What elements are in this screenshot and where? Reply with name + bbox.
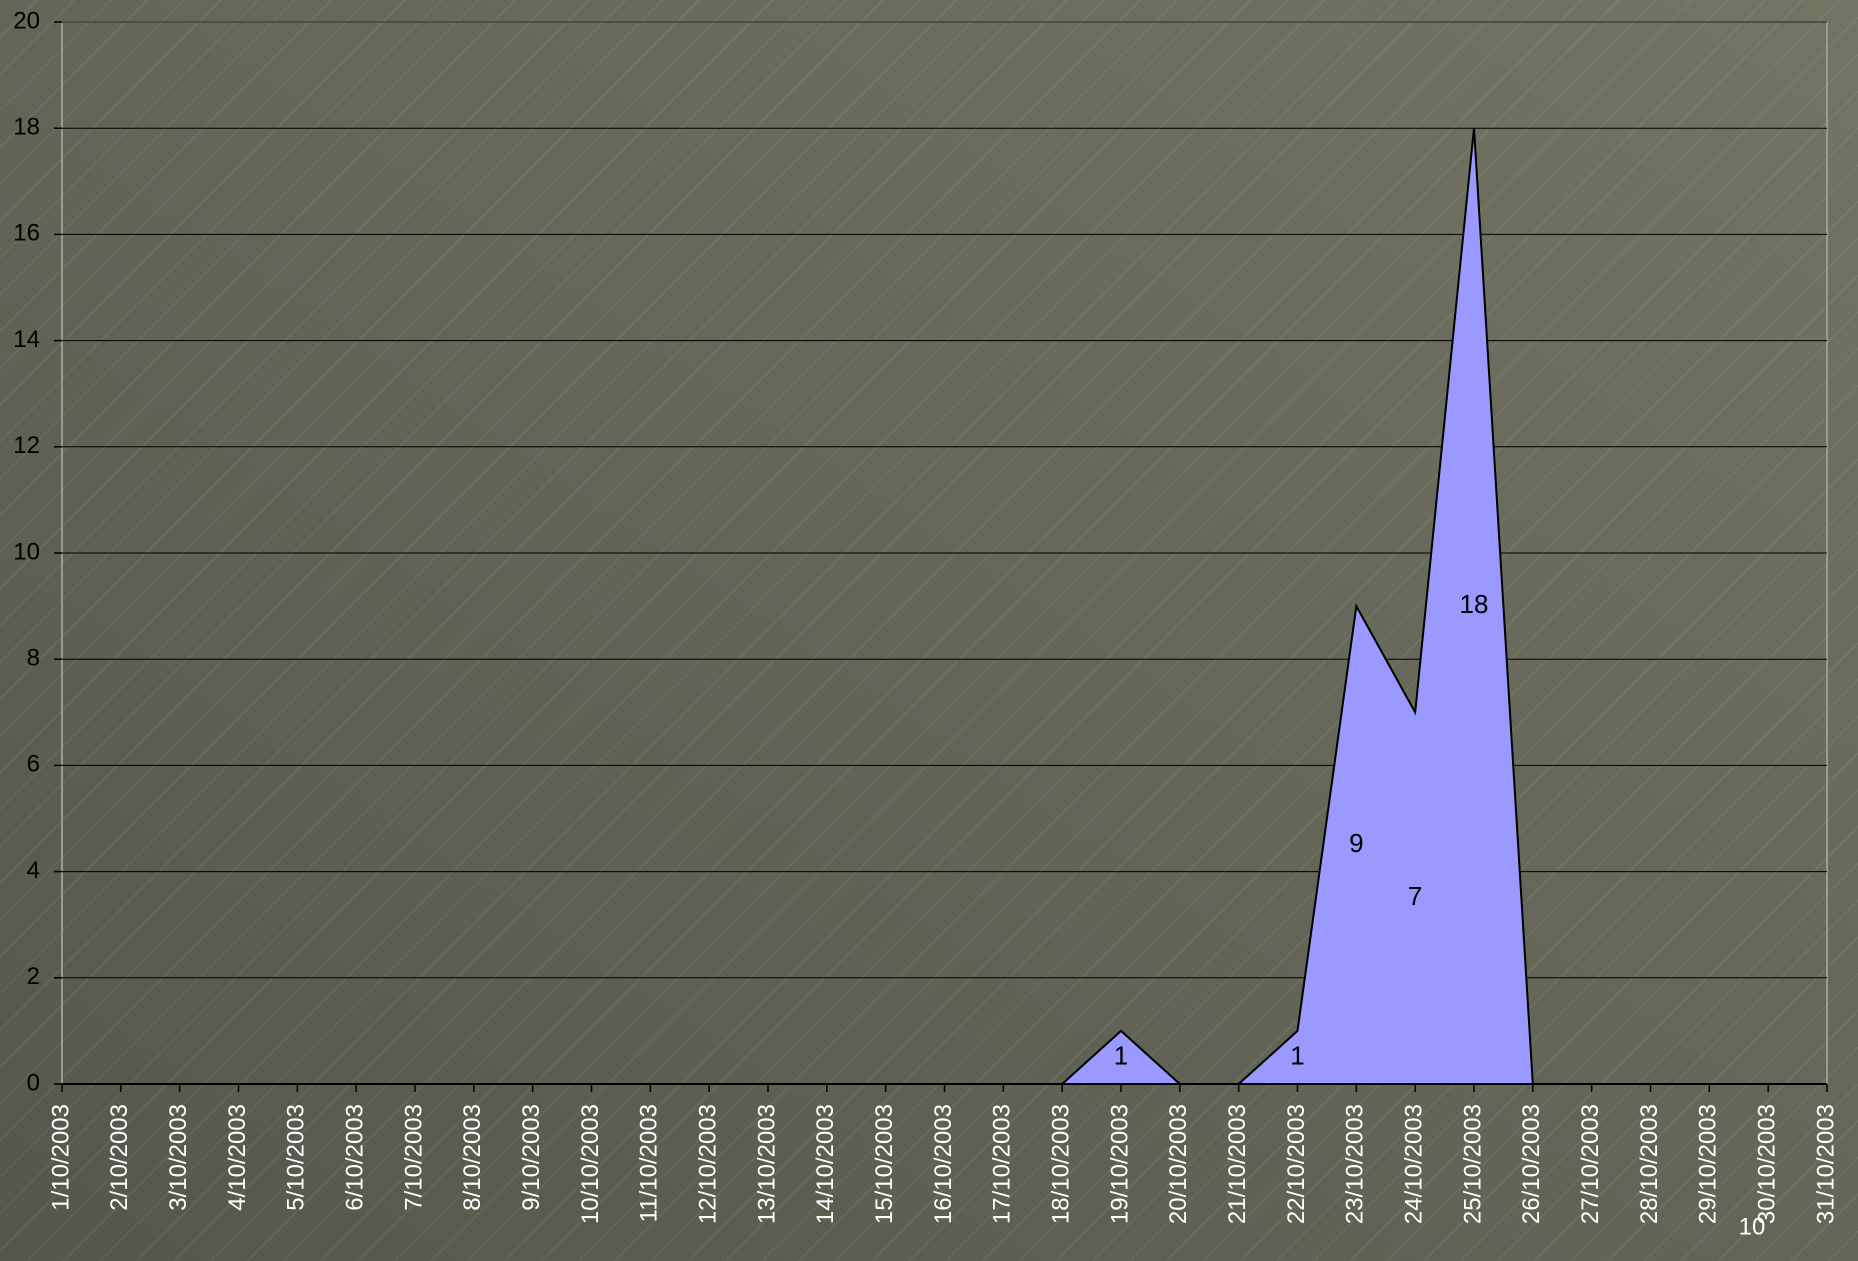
- x-tick-label: 6/10/2003: [342, 1104, 369, 1211]
- y-tick-label: 0: [27, 1069, 40, 1096]
- data-label: 1: [1114, 1040, 1128, 1070]
- x-tick-label: 13/10/2003: [753, 1104, 780, 1224]
- data-label: 9: [1349, 828, 1363, 858]
- x-tick-label: 8/10/2003: [459, 1104, 486, 1211]
- x-tick-label: 4/10/2003: [224, 1104, 251, 1211]
- x-tick-label: 31/10/2003: [1812, 1104, 1839, 1224]
- x-tick-label: 25/10/2003: [1459, 1104, 1486, 1224]
- y-tick-label: 6: [27, 751, 40, 778]
- y-tick-label: 16: [13, 220, 40, 247]
- x-tick-label: 27/10/2003: [1577, 1104, 1604, 1224]
- y-tick-label: 10: [13, 538, 40, 565]
- x-tick-label: 28/10/2003: [1636, 1104, 1663, 1224]
- x-tick-label: 22/10/2003: [1283, 1104, 1310, 1224]
- x-tick-label: 14/10/2003: [812, 1104, 839, 1224]
- x-tick-label: 16/10/2003: [930, 1104, 957, 1224]
- x-tick-label: 12/10/2003: [695, 1104, 722, 1224]
- x-tick-label: 26/10/2003: [1518, 1104, 1545, 1224]
- y-tick-label: 20: [13, 7, 40, 34]
- y-tick-label: 14: [13, 326, 40, 353]
- y-tick-label: 12: [13, 432, 40, 459]
- y-tick-label: 18: [13, 114, 40, 141]
- y-tick-label: 2: [27, 963, 40, 990]
- data-label: 7: [1408, 881, 1422, 911]
- x-tick-label: 19/10/2003: [1106, 1104, 1133, 1224]
- x-tick-label: 20/10/2003: [1165, 1104, 1192, 1224]
- x-tick-label: 21/10/2003: [1224, 1104, 1251, 1224]
- x-tick-label: 3/10/2003: [165, 1104, 192, 1211]
- x-tick-label: 29/10/2003: [1695, 1104, 1722, 1224]
- x-tick-label: 24/10/2003: [1401, 1104, 1428, 1224]
- x-tick-label: 11/10/2003: [636, 1104, 663, 1222]
- chart: 10 024681012141618201197181/10/20032/10/…: [0, 0, 1858, 1261]
- x-tick-label: 18/10/2003: [1048, 1104, 1075, 1224]
- y-tick-label: 8: [27, 645, 40, 672]
- data-label: 18: [1460, 589, 1489, 619]
- x-tick-label: 9/10/2003: [518, 1104, 545, 1211]
- x-tick-label: 5/10/2003: [283, 1104, 310, 1211]
- x-tick-label: 17/10/2003: [989, 1104, 1016, 1224]
- x-tick-label: 23/10/2003: [1342, 1104, 1369, 1224]
- x-tick-label: 7/10/2003: [400, 1104, 427, 1211]
- data-label: 1: [1290, 1040, 1304, 1070]
- x-tick-label: 30/10/2003: [1754, 1104, 1781, 1224]
- x-tick-label: 2/10/2003: [106, 1104, 133, 1211]
- background-hatch: [0, 0, 1858, 1261]
- x-tick-label: 10/10/2003: [577, 1104, 604, 1224]
- x-tick-label: 1/10/2003: [47, 1104, 74, 1211]
- x-tick-label: 15/10/2003: [871, 1104, 898, 1224]
- y-tick-label: 4: [27, 857, 40, 884]
